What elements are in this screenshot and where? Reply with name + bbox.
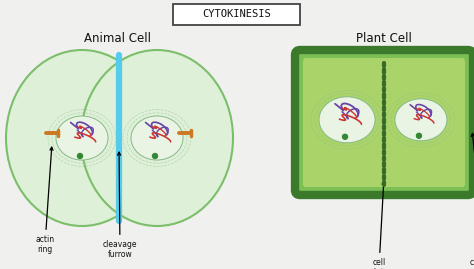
Ellipse shape [6, 50, 158, 226]
FancyBboxPatch shape [295, 50, 473, 195]
Text: Plant Cell: Plant Cell [356, 32, 412, 45]
Circle shape [78, 154, 82, 158]
Circle shape [417, 133, 421, 138]
Ellipse shape [56, 116, 108, 160]
Circle shape [153, 154, 157, 158]
Text: actin
ring: actin ring [36, 147, 55, 254]
Text: cleavage
furrow: cleavage furrow [103, 152, 137, 259]
Text: Animal Cell: Animal Cell [84, 32, 152, 45]
Text: cell wall: cell wall [470, 133, 474, 267]
Circle shape [343, 134, 347, 139]
Ellipse shape [81, 50, 233, 226]
Ellipse shape [395, 99, 447, 141]
Ellipse shape [131, 116, 183, 160]
Ellipse shape [319, 97, 375, 143]
Text: cell
plate: cell plate [369, 181, 389, 269]
Text: CYTOKINESIS: CYTOKINESIS [202, 9, 272, 19]
FancyBboxPatch shape [173, 3, 301, 24]
FancyBboxPatch shape [303, 58, 465, 187]
